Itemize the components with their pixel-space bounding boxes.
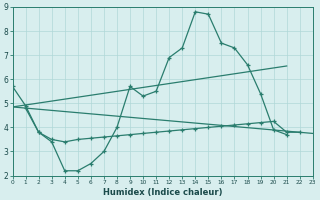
X-axis label: Humidex (Indice chaleur): Humidex (Indice chaleur): [103, 188, 222, 197]
